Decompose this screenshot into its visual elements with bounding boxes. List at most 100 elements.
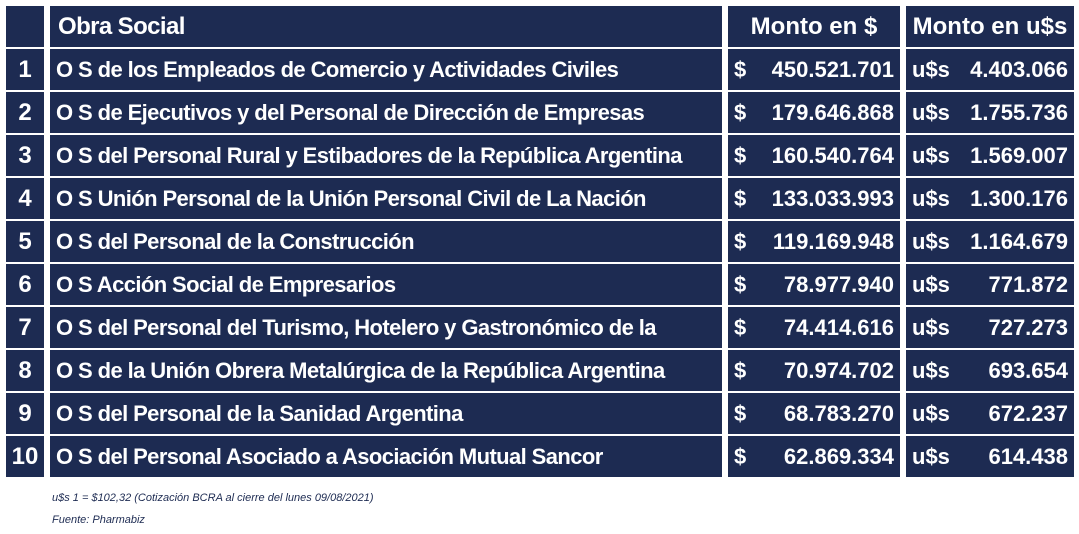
monto-ars-cell: $133.033.993	[728, 178, 900, 219]
rank-cell: 6	[6, 264, 44, 305]
rank-cell: 10	[6, 436, 44, 477]
obra-social-cell: O S del Personal de la Sanidad Argentina	[50, 393, 722, 434]
rank-cell: 4	[6, 178, 44, 219]
monto-usd-cell: u$s 1.569.007	[906, 135, 1074, 176]
ars-value: 68.783.270	[783, 400, 894, 426]
obra-social-cell: O S de los Empleados de Comercio y Activ…	[50, 49, 722, 90]
ars-symbol: $	[734, 271, 747, 297]
ars-value: 78.977.940	[783, 271, 894, 297]
usd-symbol: u$s	[912, 142, 950, 168]
obra-social-header: Obra Social	[50, 6, 722, 47]
ars-symbol: $	[734, 142, 747, 168]
ars-value: 160.540.764	[771, 142, 894, 168]
monto-ars-cell: $74.414.616	[728, 307, 900, 348]
ars-value: 133.033.993	[771, 185, 894, 211]
monto-ars-cell: $119.169.948	[728, 221, 900, 262]
ars-value: 70.974.702	[783, 357, 894, 383]
obra-social-cell: O S de Ejecutivos y del Personal de Dire…	[50, 92, 722, 133]
ars-value: 179.646.868	[771, 99, 894, 125]
monto-ars-cell: $450.521.701	[728, 49, 900, 90]
table-header-row: Obra Social Monto en $ Monto en u$s	[6, 6, 1074, 49]
ars-value: 62.869.334	[783, 443, 894, 469]
monto-usd-cell: u$s 693.654	[906, 350, 1074, 391]
monto-usd-cell: u$s 1.300.176	[906, 178, 1074, 219]
usd-symbol: u$s	[912, 443, 950, 469]
usd-value: 1.300.176	[970, 185, 1068, 211]
monto-ars-cell: $179.646.868	[728, 92, 900, 133]
monto-ars-header: Monto en $	[728, 6, 900, 47]
obra-social-cell: O S del Personal de la Construcción	[50, 221, 722, 262]
usd-symbol: u$s	[912, 271, 950, 297]
usd-symbol: u$s	[912, 185, 950, 211]
rank-cell: 8	[6, 350, 44, 391]
footnotes: u$s 1 = $102,32 (Cotización BCRA al cier…	[52, 490, 374, 534]
monto-usd-header: Monto en u$s	[906, 6, 1074, 47]
ars-symbol: $	[734, 314, 747, 340]
rank-cell: 3	[6, 135, 44, 176]
source-note: Fuente: Pharmabiz	[52, 514, 145, 526]
usd-symbol: u$s	[912, 99, 950, 125]
monto-ars-cell: $70.974.702	[728, 350, 900, 391]
usd-value: 1.164.679	[970, 228, 1068, 254]
rank-cell: 2	[6, 92, 44, 133]
monto-usd-cell: u$s 771.872	[906, 264, 1074, 305]
obra-social-cell: O S del Personal Asociado a Asociación M…	[50, 436, 722, 477]
ars-symbol: $	[734, 185, 747, 211]
ars-symbol: $	[734, 99, 747, 125]
monto-usd-cell: u$s 614.438	[906, 436, 1074, 477]
monto-ars-cell: $62.869.334	[728, 436, 900, 477]
obra-social-cell: O S del Personal del Turismo, Hotelero y…	[50, 307, 722, 348]
usd-value: 771.872	[988, 271, 1068, 297]
usd-value: 672.237	[988, 400, 1068, 426]
monto-ars-cell: $160.540.764	[728, 135, 900, 176]
obra-social-cell: O S Acción Social de Empresarios	[50, 264, 722, 305]
usd-symbol: u$s	[912, 357, 950, 383]
ars-symbol: $	[734, 357, 747, 383]
ars-symbol: $	[734, 443, 747, 469]
usd-value: 614.438	[988, 443, 1068, 469]
rank-cell: 9	[6, 393, 44, 434]
usd-value: 693.654	[988, 357, 1068, 383]
obra-social-cell: O S del Personal Rural y Estibadores de …	[50, 135, 722, 176]
monto-ars-cell: $78.977.940	[728, 264, 900, 305]
ars-symbol: $	[734, 228, 747, 254]
ars-symbol: $	[734, 400, 747, 426]
usd-value: 727.273	[988, 314, 1068, 340]
rank-cell: 1	[6, 49, 44, 90]
usd-symbol: u$s	[912, 400, 950, 426]
usd-value: 4.403.066	[970, 56, 1068, 82]
ars-value: 74.414.616	[783, 314, 894, 340]
usd-symbol: u$s	[912, 228, 950, 254]
ars-value: 450.521.701	[771, 56, 894, 82]
monto-usd-cell: u$s 1.755.736	[906, 92, 1074, 133]
rank-cell: 5	[6, 221, 44, 262]
usd-value: 1.755.736	[970, 99, 1068, 125]
obra-social-cell: O S de la Unión Obrera Metalúrgica de la…	[50, 350, 722, 391]
monto-usd-cell: u$s 672.237	[906, 393, 1074, 434]
rank-cell: 7	[6, 307, 44, 348]
monto-usd-cell: u$s 727.273	[906, 307, 1074, 348]
ars-value: 119.169.948	[772, 228, 894, 254]
usd-value: 1.569.007	[970, 142, 1068, 168]
obra-social-cell: O S Unión Personal de la Unión Personal …	[50, 178, 722, 219]
usd-symbol: u$s	[912, 314, 950, 340]
monto-usd-cell: u$s 1.164.679	[906, 221, 1074, 262]
usd-symbol: u$s	[912, 56, 950, 82]
monto-ars-cell: $68.783.270	[728, 393, 900, 434]
monto-usd-cell: u$s 4.403.066	[906, 49, 1074, 90]
ars-symbol: $	[734, 56, 747, 82]
table-row: 10 O S del Personal Asociado a Asociación…	[6, 436, 1074, 479]
exchange-note: u$s 1 = $102,32 (Cotización BCRA al cier…	[52, 492, 374, 504]
rank-header	[6, 6, 44, 47]
